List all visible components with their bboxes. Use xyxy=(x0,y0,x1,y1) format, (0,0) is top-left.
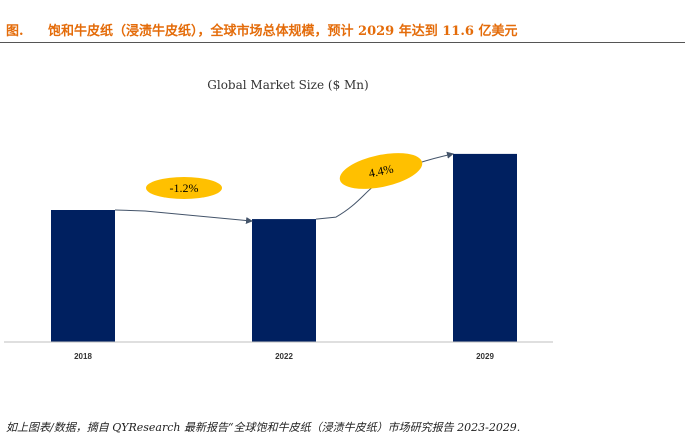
market-size-chart: Global Market Size ($ Mn) -1.2% 4.4% 2018… xyxy=(0,50,685,370)
growth-arrow-2018-2022 xyxy=(114,209,253,224)
bar-2022 xyxy=(252,219,316,342)
chart-svg: Global Market Size ($ Mn) -1.2% 4.4% 2018… xyxy=(4,78,553,361)
figure-title: 饱和牛皮纸（浸渍牛皮纸），全球市场总体规模，预计 2029 年达到 11.6 亿… xyxy=(48,24,518,39)
x-tick-labels: 2018 2022 2029 xyxy=(74,352,494,361)
figure-header: 图. 饱和牛皮纸（浸渍牛皮纸），全球市场总体规模，预计 2029 年达到 11.… xyxy=(0,14,685,43)
growth-bubble-2022-2029 xyxy=(339,153,423,189)
x-tick-2022: 2022 xyxy=(275,352,293,361)
figure-label: 图. xyxy=(6,24,24,39)
growth-label-2022-2029: 4.4% xyxy=(367,162,394,181)
bar-2029 xyxy=(453,153,517,342)
growth-arrows-group: -1.2% 4.4% xyxy=(114,151,454,224)
chart-title: Global Market Size ($ Mn) xyxy=(207,78,368,92)
growth-label-2018-2022: -1.2% xyxy=(170,181,199,195)
bars-group xyxy=(51,153,517,342)
source-note: 如上图表/数据，摘自 QYResearch 最新报告“全球饱和牛皮纸（浸渍牛皮纸… xyxy=(6,421,521,434)
x-tick-2018: 2018 xyxy=(74,352,92,361)
growth-bubble-2018-2022 xyxy=(146,177,222,199)
bar-2018 xyxy=(51,210,115,342)
x-tick-2029: 2029 xyxy=(476,352,494,361)
